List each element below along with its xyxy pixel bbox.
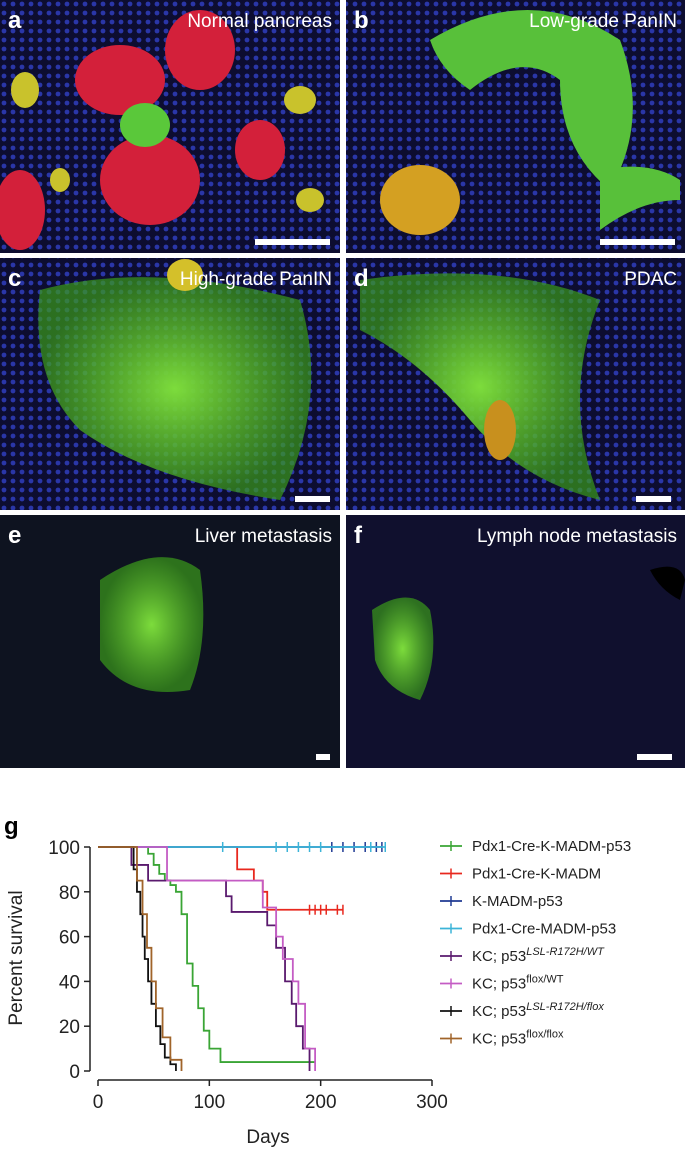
image-panels — [0, 0, 685, 768]
panel-letter: c — [8, 265, 21, 292]
panel-labels: a Normal pancreas b Low-grade PanIN c High-gr… — [8, 7, 677, 549]
panel-letter: d — [354, 265, 369, 292]
legend-name: KC; p53 — [472, 976, 526, 993]
survival-curve — [98, 846, 177, 1071]
legend-name: KC; p53 — [472, 948, 526, 965]
y-tick-label: 20 — [59, 1017, 80, 1038]
x-tick-label: 0 — [93, 1092, 104, 1113]
legend-label: Pdx1-Cre-MADM-p53 — [472, 921, 616, 938]
x-tick-label: 300 — [416, 1092, 448, 1113]
panel-letter: b — [354, 7, 369, 34]
legend-name: Pdx1-Cre-K-MADM-p53 — [472, 838, 631, 855]
y-tick-label: 0 — [69, 1062, 80, 1083]
x-axis-label: Days — [246, 1127, 289, 1148]
survival-curve — [98, 846, 316, 1071]
legend-sup: flox/WT — [526, 974, 564, 986]
y-axis-label: Percent survival — [6, 890, 27, 1025]
legend-label: KC; p53flox/flox — [472, 1029, 564, 1048]
legend-label: KC; p53flox/WT — [472, 974, 564, 993]
panel-title: PDAC — [624, 269, 677, 290]
panel-letter: f — [354, 522, 363, 549]
legend-sup: flox/flox — [526, 1029, 564, 1041]
panel-title: Liver metastasis — [195, 526, 332, 547]
survival-curve — [98, 846, 343, 911]
legend-sup: LSL-R172H/WT — [526, 946, 605, 958]
legend-name: Pdx1-Cre-K-MADM — [472, 866, 601, 883]
legend-sup: LSL-R172H/flox — [526, 1001, 604, 1013]
y-tick-label: 80 — [59, 883, 80, 904]
survival-curve — [98, 846, 183, 1071]
legend-name: KC; p53 — [472, 1031, 526, 1048]
legend-name: KC; p53 — [472, 1003, 526, 1020]
panel-title: Low-grade PanIN — [529, 11, 677, 32]
legend-name: Pdx1-Cre-MADM-p53 — [472, 921, 616, 938]
survival-curve — [98, 846, 311, 1071]
y-tick-label: 40 — [59, 972, 80, 993]
panel-letter: e — [8, 522, 21, 549]
panel-title: Normal pancreas — [187, 11, 332, 32]
legend-label: K-MADM-p53 — [472, 893, 563, 910]
panel-letter: g — [4, 813, 19, 840]
legend-label: KC; p53LSL-R172H/WT — [472, 946, 605, 965]
x-tick-label: 100 — [193, 1092, 225, 1113]
legend-label: Pdx1-Cre-K-MADM-p53 — [472, 838, 631, 855]
survival-chart: g Days Percent survival 0 20 40 60 80 100 0 100… — [4, 813, 631, 1148]
y-tick-label: 100 — [48, 838, 80, 859]
panel-letter: a — [8, 7, 22, 34]
x-tick-label: 200 — [305, 1092, 337, 1113]
y-tick-label: 60 — [59, 928, 80, 949]
panel-title: Lymph node metastasis — [477, 526, 677, 547]
legend-name: K-MADM-p53 — [472, 893, 563, 910]
legend-label: KC; p53LSL-R172H/flox — [472, 1001, 604, 1020]
survival-curve — [98, 846, 316, 1063]
legend-label: Pdx1-Cre-K-MADM — [472, 866, 601, 883]
panel-title: High-grade PanIN — [180, 269, 332, 290]
